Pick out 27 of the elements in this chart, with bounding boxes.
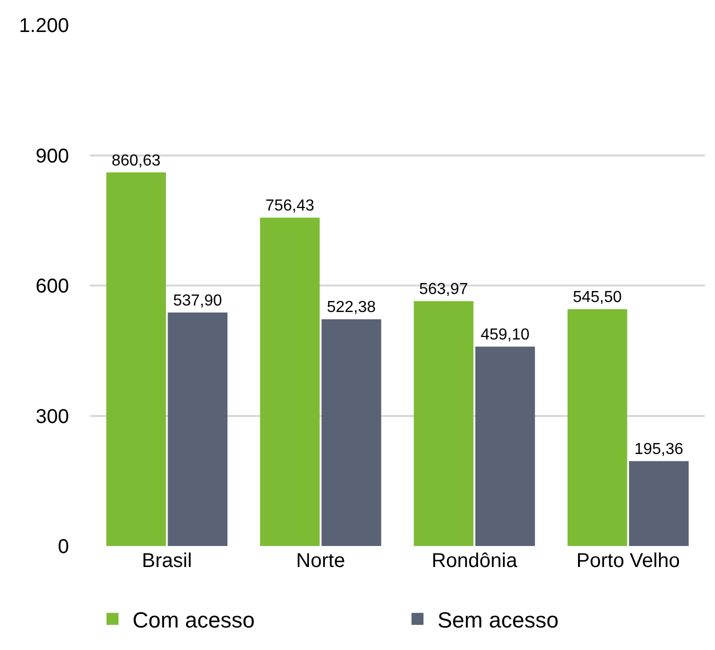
x-tick-label: Brasil	[142, 550, 192, 572]
y-tick-label: 1.200	[18, 15, 69, 37]
data-label: 522,38	[326, 299, 376, 316]
legend-label: Sem acesso	[438, 607, 559, 632]
data-label: 545,50	[572, 289, 622, 306]
bar	[322, 319, 382, 546]
y-tick-label: 600	[36, 276, 69, 298]
x-tick-label: Porto Velho	[576, 550, 680, 572]
data-label: 756,43	[265, 198, 314, 215]
data-label: 459,10	[480, 326, 530, 344]
bar	[106, 172, 166, 546]
data-label: 537,90	[173, 292, 222, 310]
bar	[568, 309, 628, 546]
data-label: 563,97	[419, 281, 468, 298]
bar	[629, 461, 689, 546]
bar	[475, 346, 535, 546]
bar	[260, 218, 320, 546]
x-tick-label: Norte	[296, 550, 346, 572]
y-tick-label: 0	[58, 536, 69, 558]
bar	[168, 312, 228, 546]
x-tick-label: Rondônia	[432, 550, 518, 572]
bar	[414, 301, 474, 546]
legend-label: Com acesso	[132, 607, 255, 632]
y-tick-label: 300	[36, 406, 69, 428]
data-label: 195,36	[634, 441, 684, 458]
data-label: 860,63	[112, 152, 161, 170]
y-tick-label: 900	[36, 145, 69, 168]
